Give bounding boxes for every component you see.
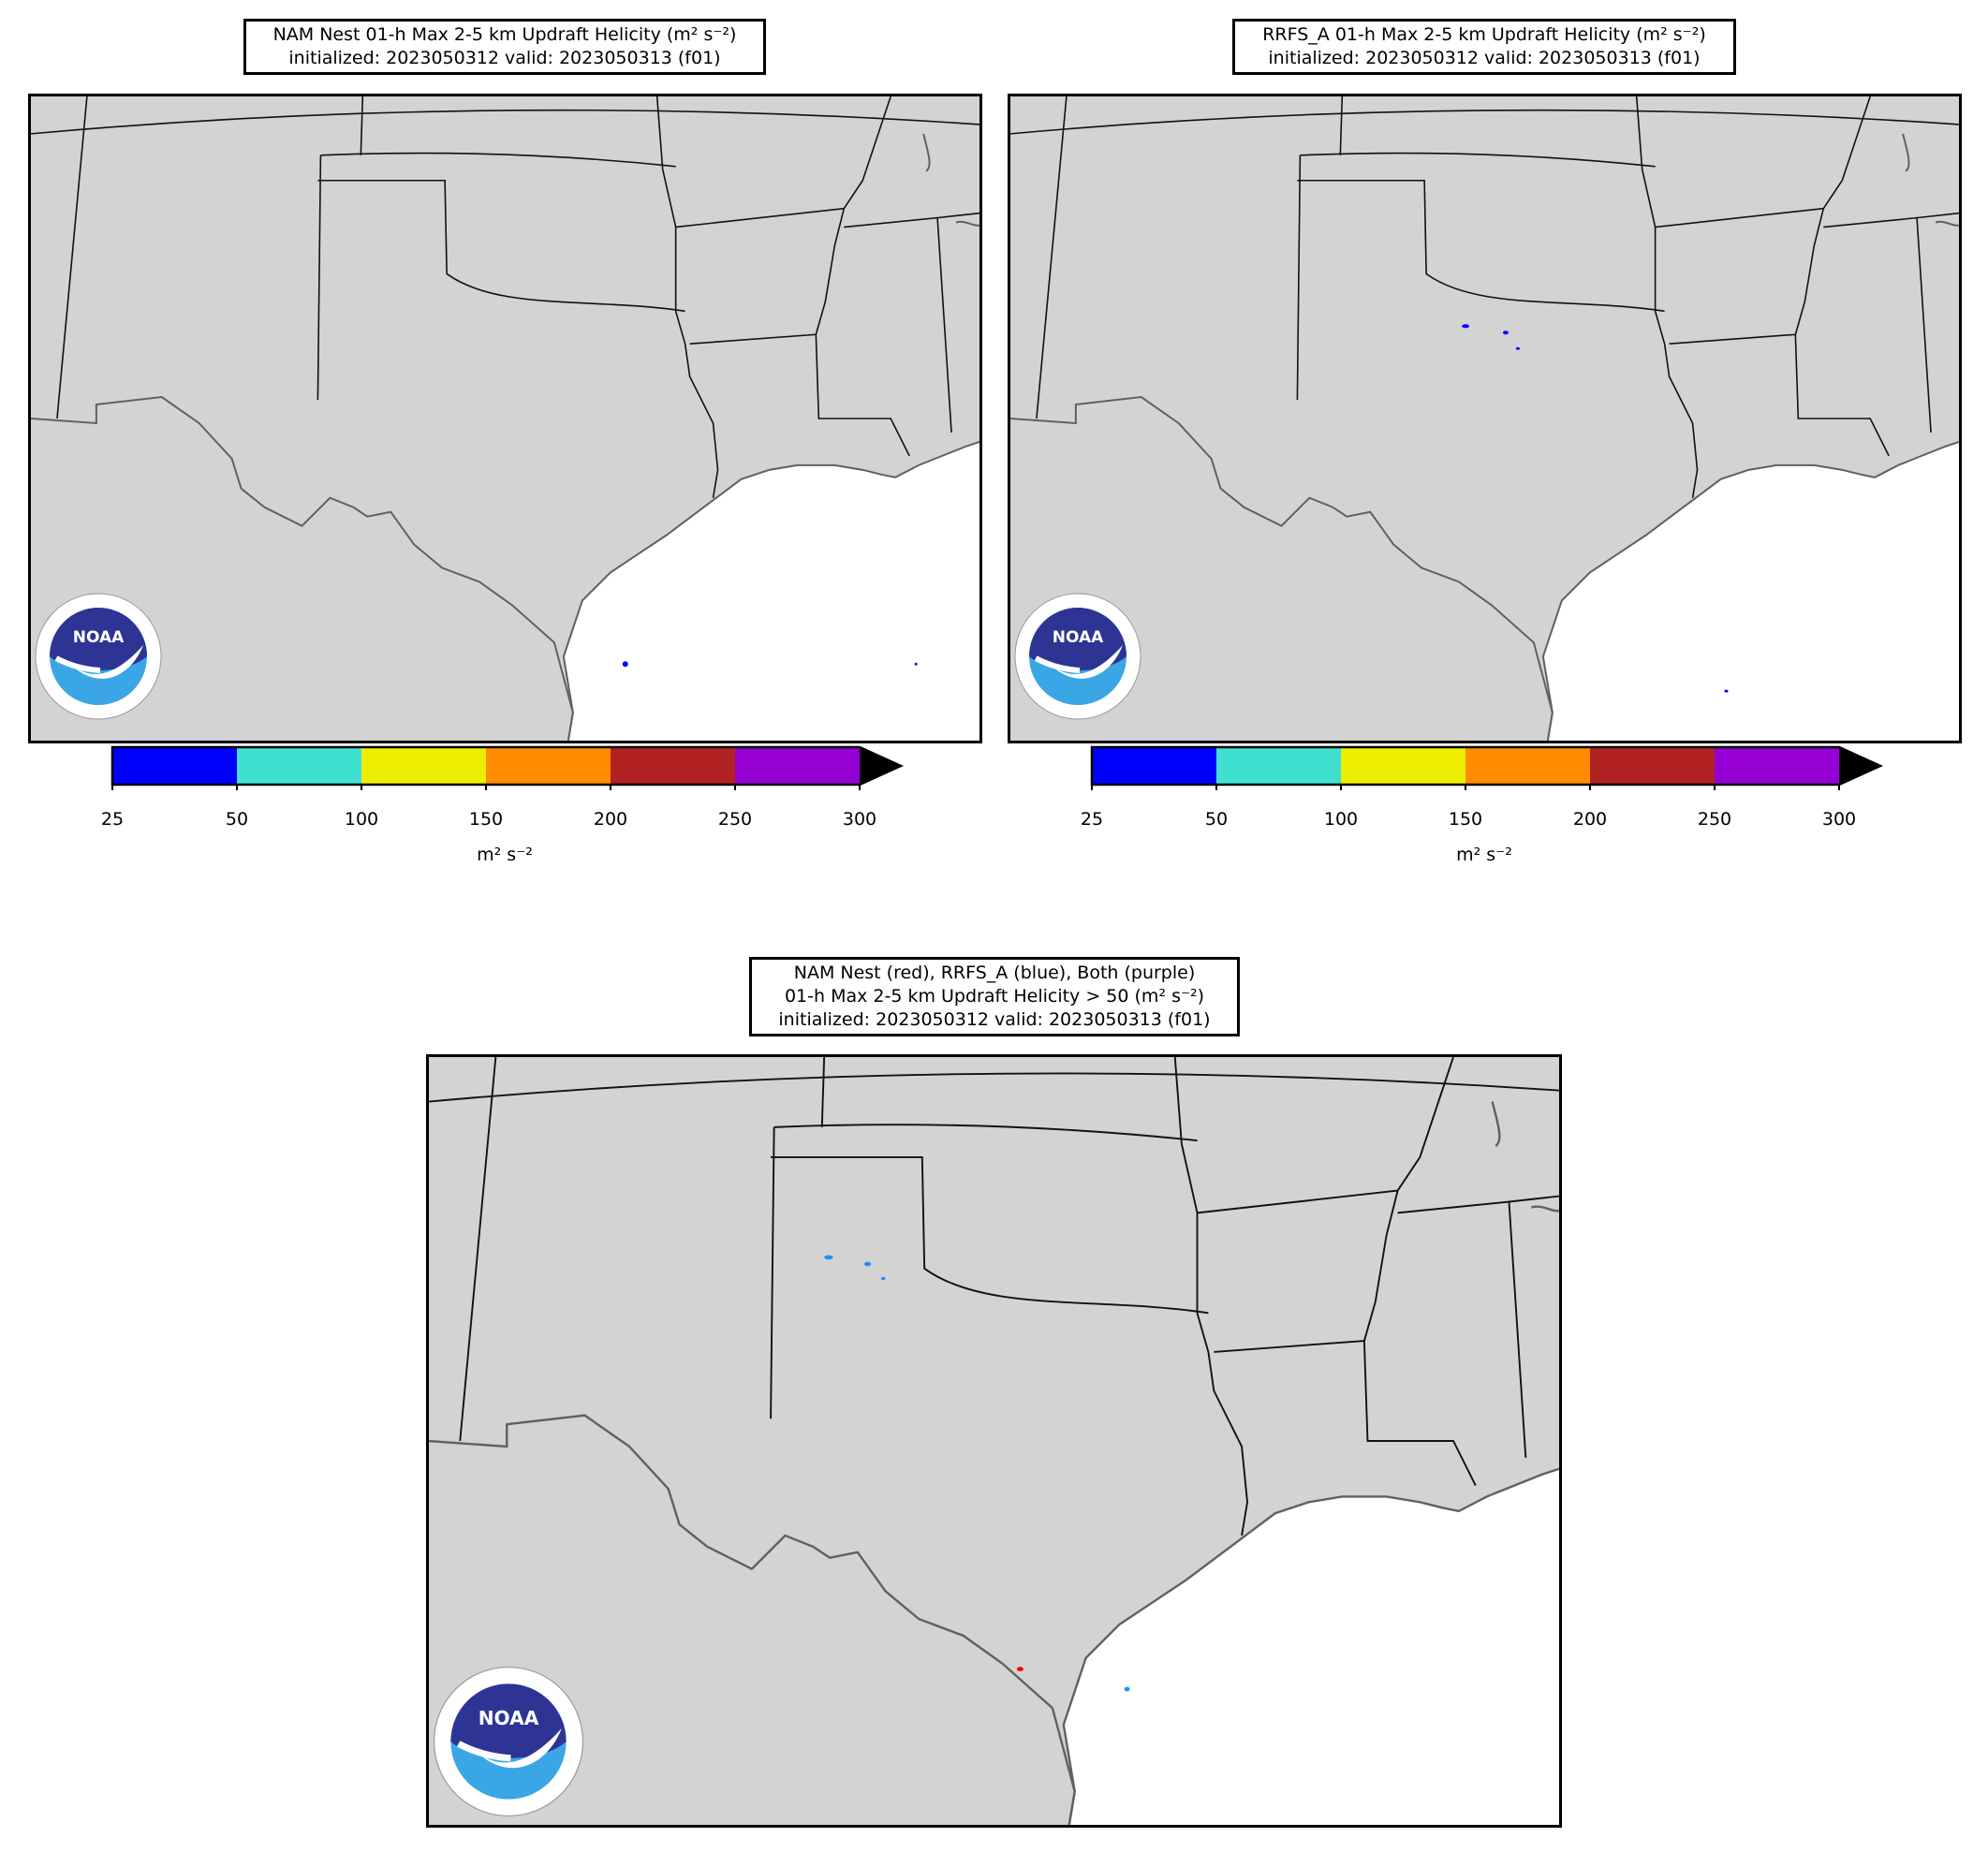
compare-rrfs-spot [863, 1261, 872, 1267]
rrfs-panel-title: RRFS_A 01-h Max 2-5 km Updraft Helicity … [1232, 19, 1736, 75]
nam-colorbar-tick-label: 100 [344, 809, 379, 830]
rrfs-colorbar-tick-label: 200 [1572, 809, 1608, 830]
rrfs-uh-spot [1724, 689, 1729, 693]
noaa-logo [33, 591, 164, 722]
rrfs-uh-spot [1515, 346, 1520, 350]
nam-colorbar [110, 745, 905, 790]
rrfs-colorbar-segments [1090, 745, 1884, 790]
compare-panel-title: NAM Nest (red), RRFS_A (blue), Both (pur… [749, 957, 1240, 1036]
compare-title-line2: 01-h Max 2-5 km Updraft Helicity > 50 (m… [784, 986, 1205, 1007]
nam-colorbar-extend-arrow [860, 747, 901, 785]
compare-rrfs-spot [1124, 1686, 1130, 1692]
nam-colorbar-tick-label: 200 [593, 809, 628, 830]
rrfs-colorbar-outline [1090, 745, 1884, 786]
nam-colorbar-segment [611, 747, 735, 785]
nam-colorbar-tick-label: 25 [100, 809, 125, 830]
rrfs-colorbar-extend-arrow [1839, 747, 1880, 785]
rrfs-title-line1: RRFS_A 01-h Max 2-5 km Updraft Helicity … [1262, 24, 1706, 45]
nam-colorbar-segment [361, 747, 486, 785]
rrfs-map [1008, 94, 1962, 743]
rrfs-colorbar-tick-label: 300 [1821, 809, 1857, 830]
nam-uh-spot [914, 662, 918, 666]
rrfs-colorbar-segment [1092, 747, 1216, 785]
nam-colorbar-tick-label: 300 [842, 809, 877, 830]
compare-map [426, 1054, 1562, 1828]
rrfs-colorbar-segment [1341, 747, 1465, 785]
nam-colorbar-segments [110, 745, 905, 790]
compare-rrfs-spot [824, 1255, 833, 1260]
nam-uh-spot [622, 661, 628, 668]
rrfs-colorbar-tick-label: 150 [1448, 809, 1483, 830]
nam-colorbar-segment [486, 747, 611, 785]
rrfs-uh-spot [1502, 331, 1509, 335]
rrfs-colorbar-tick-label: 25 [1080, 809, 1104, 830]
compare-title-line3: initialized: 2023050312 valid: 202305031… [778, 1009, 1211, 1030]
nam-panel-title: NAM Nest 01-h Max 2-5 km Updraft Helicit… [243, 19, 766, 75]
nam-colorbar-segment [237, 747, 361, 785]
rrfs-colorbar-tick-label: 250 [1697, 809, 1732, 830]
nam-colorbar-outline [110, 745, 905, 786]
nam-colorbar-tick-label: 250 [717, 809, 753, 830]
nam-colorbar-tick-label: 50 [225, 809, 249, 830]
rrfs-title-line2: initialized: 2023050312 valid: 202305031… [1268, 48, 1701, 68]
nam-map [28, 94, 982, 743]
rrfs-colorbar-tick-label: 100 [1323, 809, 1359, 830]
nam-colorbar-tick-label: 150 [468, 809, 504, 830]
noaa-logo [431, 1664, 586, 1819]
nam-colorbar-segment [735, 747, 860, 785]
rrfs-colorbar-segment [1216, 747, 1341, 785]
rrfs-colorbar-tick-label: 50 [1204, 809, 1229, 830]
nam-colorbar-segment [112, 747, 237, 785]
compare-title-line1: NAM Nest (red), RRFS_A (blue), Both (pur… [793, 963, 1196, 983]
nam-title-line1: NAM Nest 01-h Max 2-5 km Updraft Helicit… [272, 24, 737, 45]
rrfs-uh-spot [1462, 324, 1470, 329]
compare-rrfs-spot [880, 1276, 886, 1281]
rrfs-colorbar-segment [1715, 747, 1839, 785]
rrfs-colorbar-segment [1465, 747, 1590, 785]
rrfs-colorbar-unit: m² s⁻² [1456, 845, 1512, 865]
noaa-logo [1012, 591, 1143, 722]
nam-title-line2: initialized: 2023050312 valid: 202305031… [288, 48, 721, 68]
rrfs-colorbar [1090, 745, 1884, 790]
rrfs-colorbar-segment [1590, 747, 1715, 785]
compare-nam-spot [1016, 1667, 1024, 1671]
nam-colorbar-unit: m² s⁻² [477, 845, 533, 865]
